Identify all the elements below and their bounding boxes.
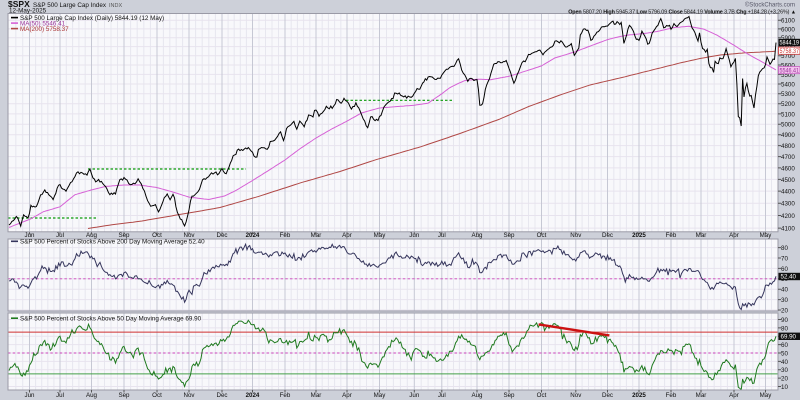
svg-text:5000: 5000 <box>781 122 795 129</box>
svg-text:May: May <box>374 232 387 239</box>
svg-text:Nov: Nov <box>570 232 582 239</box>
svg-text:May: May <box>760 392 773 399</box>
svg-text:Nov: Nov <box>183 232 195 239</box>
svg-text:MA(200) 5758.37: MA(200) 5758.37 <box>20 26 69 33</box>
svg-text:4100: 4100 <box>781 226 795 233</box>
svg-text:Oct: Oct <box>537 232 547 239</box>
svg-text:Jun: Jun <box>409 232 420 239</box>
svg-text:Oct: Oct <box>152 232 162 239</box>
svg-text:Jun: Jun <box>25 392 36 399</box>
svg-text:Open 5807.20 High 5945.37 Low: Open 5807.20 High 5945.37 Low 5796.09 Cl… <box>568 9 796 15</box>
svg-text:5700: 5700 <box>781 53 795 60</box>
svg-text:30: 30 <box>781 297 788 304</box>
svg-text:4800: 4800 <box>781 143 795 150</box>
svg-text:Aug: Aug <box>471 232 483 239</box>
svg-text:Jul: Jul <box>438 232 446 239</box>
svg-text:20: 20 <box>781 307 788 314</box>
svg-text:$SPX: $SPX <box>8 0 30 9</box>
svg-text:2024: 2024 <box>246 232 260 239</box>
svg-text:70: 70 <box>781 255 788 262</box>
svg-text:Apr: Apr <box>342 392 352 399</box>
svg-text:Apr: Apr <box>729 392 739 399</box>
svg-text:Aug: Aug <box>471 392 483 399</box>
svg-text:May: May <box>760 232 773 239</box>
svg-text:30: 30 <box>781 367 788 374</box>
svg-text:Dec: Dec <box>216 392 227 399</box>
svg-text:Feb: Feb <box>666 232 677 239</box>
svg-text:6100: 6100 <box>781 18 795 25</box>
svg-text:4500: 4500 <box>781 177 795 184</box>
svg-text:Feb: Feb <box>666 392 677 399</box>
svg-text:MA(50) 5546.41: MA(50) 5546.41 <box>20 20 66 27</box>
svg-text:60: 60 <box>781 266 788 273</box>
svg-text:S&P 500 Large Cap Index (Daily: S&P 500 Large Cap Index (Daily) 5844.19 … <box>20 15 164 22</box>
svg-text:20: 20 <box>781 376 788 383</box>
svg-text:4400: 4400 <box>781 189 795 196</box>
svg-text:69.90: 69.90 <box>781 334 797 341</box>
svg-text:Nov: Nov <box>570 392 582 399</box>
svg-text:Sep: Sep <box>503 232 515 239</box>
svg-text:Jun: Jun <box>409 392 420 399</box>
svg-text:4200: 4200 <box>781 213 795 220</box>
svg-text:Aug: Aug <box>86 232 98 239</box>
svg-text:Oct: Oct <box>152 392 162 399</box>
svg-text:5844.19: 5844.19 <box>780 40 800 47</box>
svg-text:5200: 5200 <box>781 101 795 108</box>
svg-text:2024: 2024 <box>246 392 260 399</box>
svg-text:Aug: Aug <box>86 392 98 399</box>
svg-text:2025: 2025 <box>632 392 646 399</box>
svg-text:52.40: 52.40 <box>781 274 797 281</box>
svg-text:Sep: Sep <box>118 392 130 399</box>
svg-text:80: 80 <box>781 325 788 332</box>
svg-text:Dec: Dec <box>602 392 613 399</box>
svg-text:5900: 5900 <box>781 35 795 42</box>
svg-text:4900: 4900 <box>781 132 795 139</box>
svg-text:Jul: Jul <box>56 232 64 239</box>
svg-text:©StockCharts.com: ©StockCharts.com <box>745 2 795 9</box>
svg-text:Dec: Dec <box>602 232 613 239</box>
svg-text:Feb: Feb <box>280 392 291 399</box>
svg-text:4300: 4300 <box>781 201 795 208</box>
svg-text:5758.37: 5758.37 <box>780 48 800 55</box>
svg-text:80: 80 <box>781 245 788 252</box>
svg-text:Jun: Jun <box>25 232 36 239</box>
svg-text:Mar: Mar <box>311 392 322 399</box>
svg-text:5100: 5100 <box>781 111 795 118</box>
svg-text:Sep: Sep <box>118 232 130 239</box>
svg-text:Jul: Jul <box>438 392 446 399</box>
svg-text:60: 60 <box>781 342 788 349</box>
svg-text:5600: 5600 <box>781 62 795 69</box>
svg-text:S&P 500 Percent of Stocks Abov: S&P 500 Percent of Stocks Above 200 Day … <box>20 239 205 246</box>
svg-text:5546.41: 5546.41 <box>780 67 800 74</box>
svg-text:90: 90 <box>781 317 788 324</box>
svg-text:Dec: Dec <box>216 232 227 239</box>
svg-text:Jul: Jul <box>56 392 64 399</box>
svg-text:Apr: Apr <box>729 232 739 239</box>
svg-text:4600: 4600 <box>781 165 795 172</box>
svg-text:40: 40 <box>781 287 788 294</box>
svg-text:6000: 6000 <box>781 26 795 33</box>
svg-text:5500: 5500 <box>781 72 795 79</box>
svg-text:Feb: Feb <box>280 232 291 239</box>
svg-text:2025: 2025 <box>632 232 646 239</box>
svg-text:May: May <box>374 392 387 399</box>
svg-text:5300: 5300 <box>781 91 795 98</box>
svg-text:Mar: Mar <box>311 232 322 239</box>
svg-text:Mar: Mar <box>696 392 707 399</box>
svg-text:Nov: Nov <box>183 392 195 399</box>
svg-text:5400: 5400 <box>781 81 795 88</box>
svg-text:Sep: Sep <box>503 392 515 399</box>
svg-text:INDX: INDX <box>109 3 122 9</box>
svg-text:Apr: Apr <box>342 232 352 239</box>
svg-text:Mar: Mar <box>696 232 707 239</box>
svg-text:40: 40 <box>781 359 788 366</box>
svg-text:S&P 500 Large Cap Index: S&P 500 Large Cap Index <box>33 2 107 9</box>
svg-text:Oct: Oct <box>537 392 547 399</box>
svg-text:S&P 500 Percent of Stocks Abov: S&P 500 Percent of Stocks Above 50 Day M… <box>20 316 202 323</box>
svg-text:4700: 4700 <box>781 154 795 161</box>
svg-text:10: 10 <box>781 384 788 391</box>
svg-text:12-May-2025: 12-May-2025 <box>9 8 47 15</box>
svg-text:50: 50 <box>781 350 788 357</box>
